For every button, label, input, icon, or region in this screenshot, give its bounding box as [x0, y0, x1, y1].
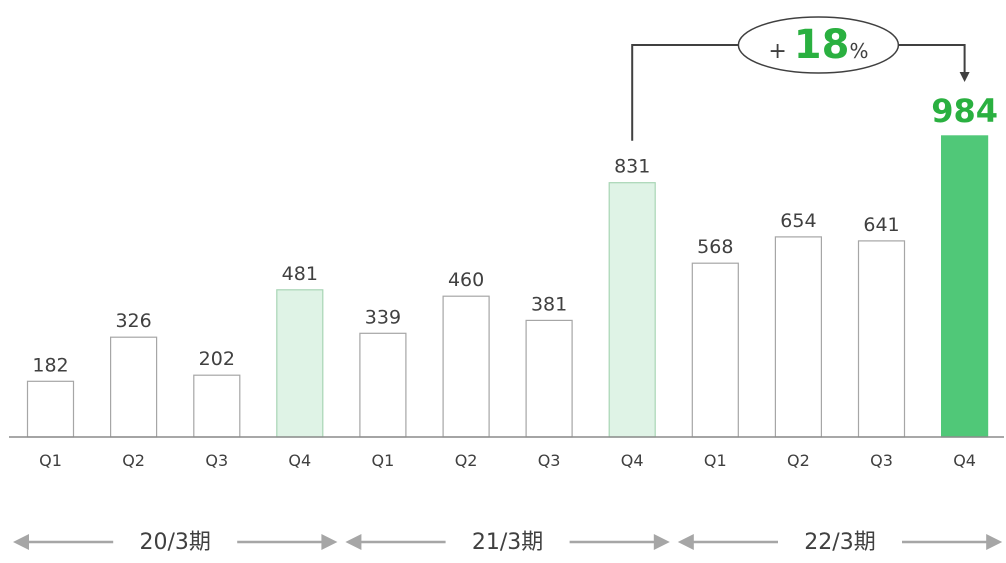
bar-value-label-11: 641 — [863, 214, 899, 236]
bar-value-label-6: 460 — [448, 269, 484, 291]
bar-value-label-7: 381 — [531, 293, 567, 315]
x-tick-label-1: Q1 — [39, 451, 62, 470]
x-tick-label-3: Q3 — [205, 451, 228, 470]
x-tick-label-7: Q3 — [538, 451, 561, 470]
bar-6 — [442, 295, 490, 438]
bar-2 — [109, 336, 158, 438]
x-tick-label-4: Q4 — [288, 451, 311, 470]
x-tick-label-2: Q2 — [122, 451, 145, 470]
growth-label: + 18% — [768, 22, 868, 68]
bar-value-label-4: 481 — [282, 263, 318, 285]
bar-value-label-2: 326 — [115, 310, 151, 332]
x-tick-label-5: Q1 — [372, 451, 395, 470]
x-tick-label-6: Q2 — [455, 451, 478, 470]
bar-value-label-12: 984 — [931, 92, 998, 130]
bar-value-label-5: 339 — [365, 306, 401, 328]
period-arrow-left-1 — [13, 534, 114, 550]
bar-1 — [26, 380, 75, 438]
x-tick-label-8: Q4 — [621, 451, 644, 470]
bar-4 — [276, 289, 324, 438]
period-label-3: 22/3期 — [804, 530, 875, 555]
bar-11 — [857, 240, 906, 438]
x-tick-label-12: Q4 — [953, 451, 976, 470]
x-tick-label-11: Q3 — [870, 451, 893, 470]
bar-3 — [193, 374, 241, 438]
period-arrow-right-2 — [569, 534, 670, 550]
bar-9 — [691, 262, 739, 438]
growth-prefix: + — [768, 39, 793, 64]
bar-value-label-1: 182 — [32, 354, 68, 376]
growth-value: 18 — [794, 22, 850, 68]
growth-suffix: % — [849, 39, 868, 63]
x-tick-label-10: Q2 — [787, 451, 810, 470]
growth-badge-ellipse — [737, 16, 900, 74]
bar-12 — [940, 135, 989, 438]
period-arrow-left-3 — [677, 534, 778, 550]
period-arrow-right-1 — [237, 534, 338, 550]
growth-connector-right — [898, 44, 970, 82]
bar-7 — [525, 319, 573, 438]
period-arrow-right-3 — [902, 534, 1003, 550]
period-arrow-left-2 — [345, 534, 446, 550]
bar-value-label-10: 654 — [780, 210, 816, 232]
period-label-2: 21/3期 — [472, 530, 543, 555]
bar-value-label-3: 202 — [199, 348, 235, 370]
bar-5 — [359, 332, 407, 438]
bar-value-label-8: 831 — [614, 156, 650, 178]
bar-10 — [774, 236, 823, 438]
period-label-1: 20/3期 — [139, 530, 210, 555]
bar-8 — [608, 182, 656, 438]
growth-connector-left — [631, 44, 739, 141]
x-tick-label-9: Q1 — [704, 451, 727, 470]
bar-value-label-9: 568 — [697, 236, 733, 258]
